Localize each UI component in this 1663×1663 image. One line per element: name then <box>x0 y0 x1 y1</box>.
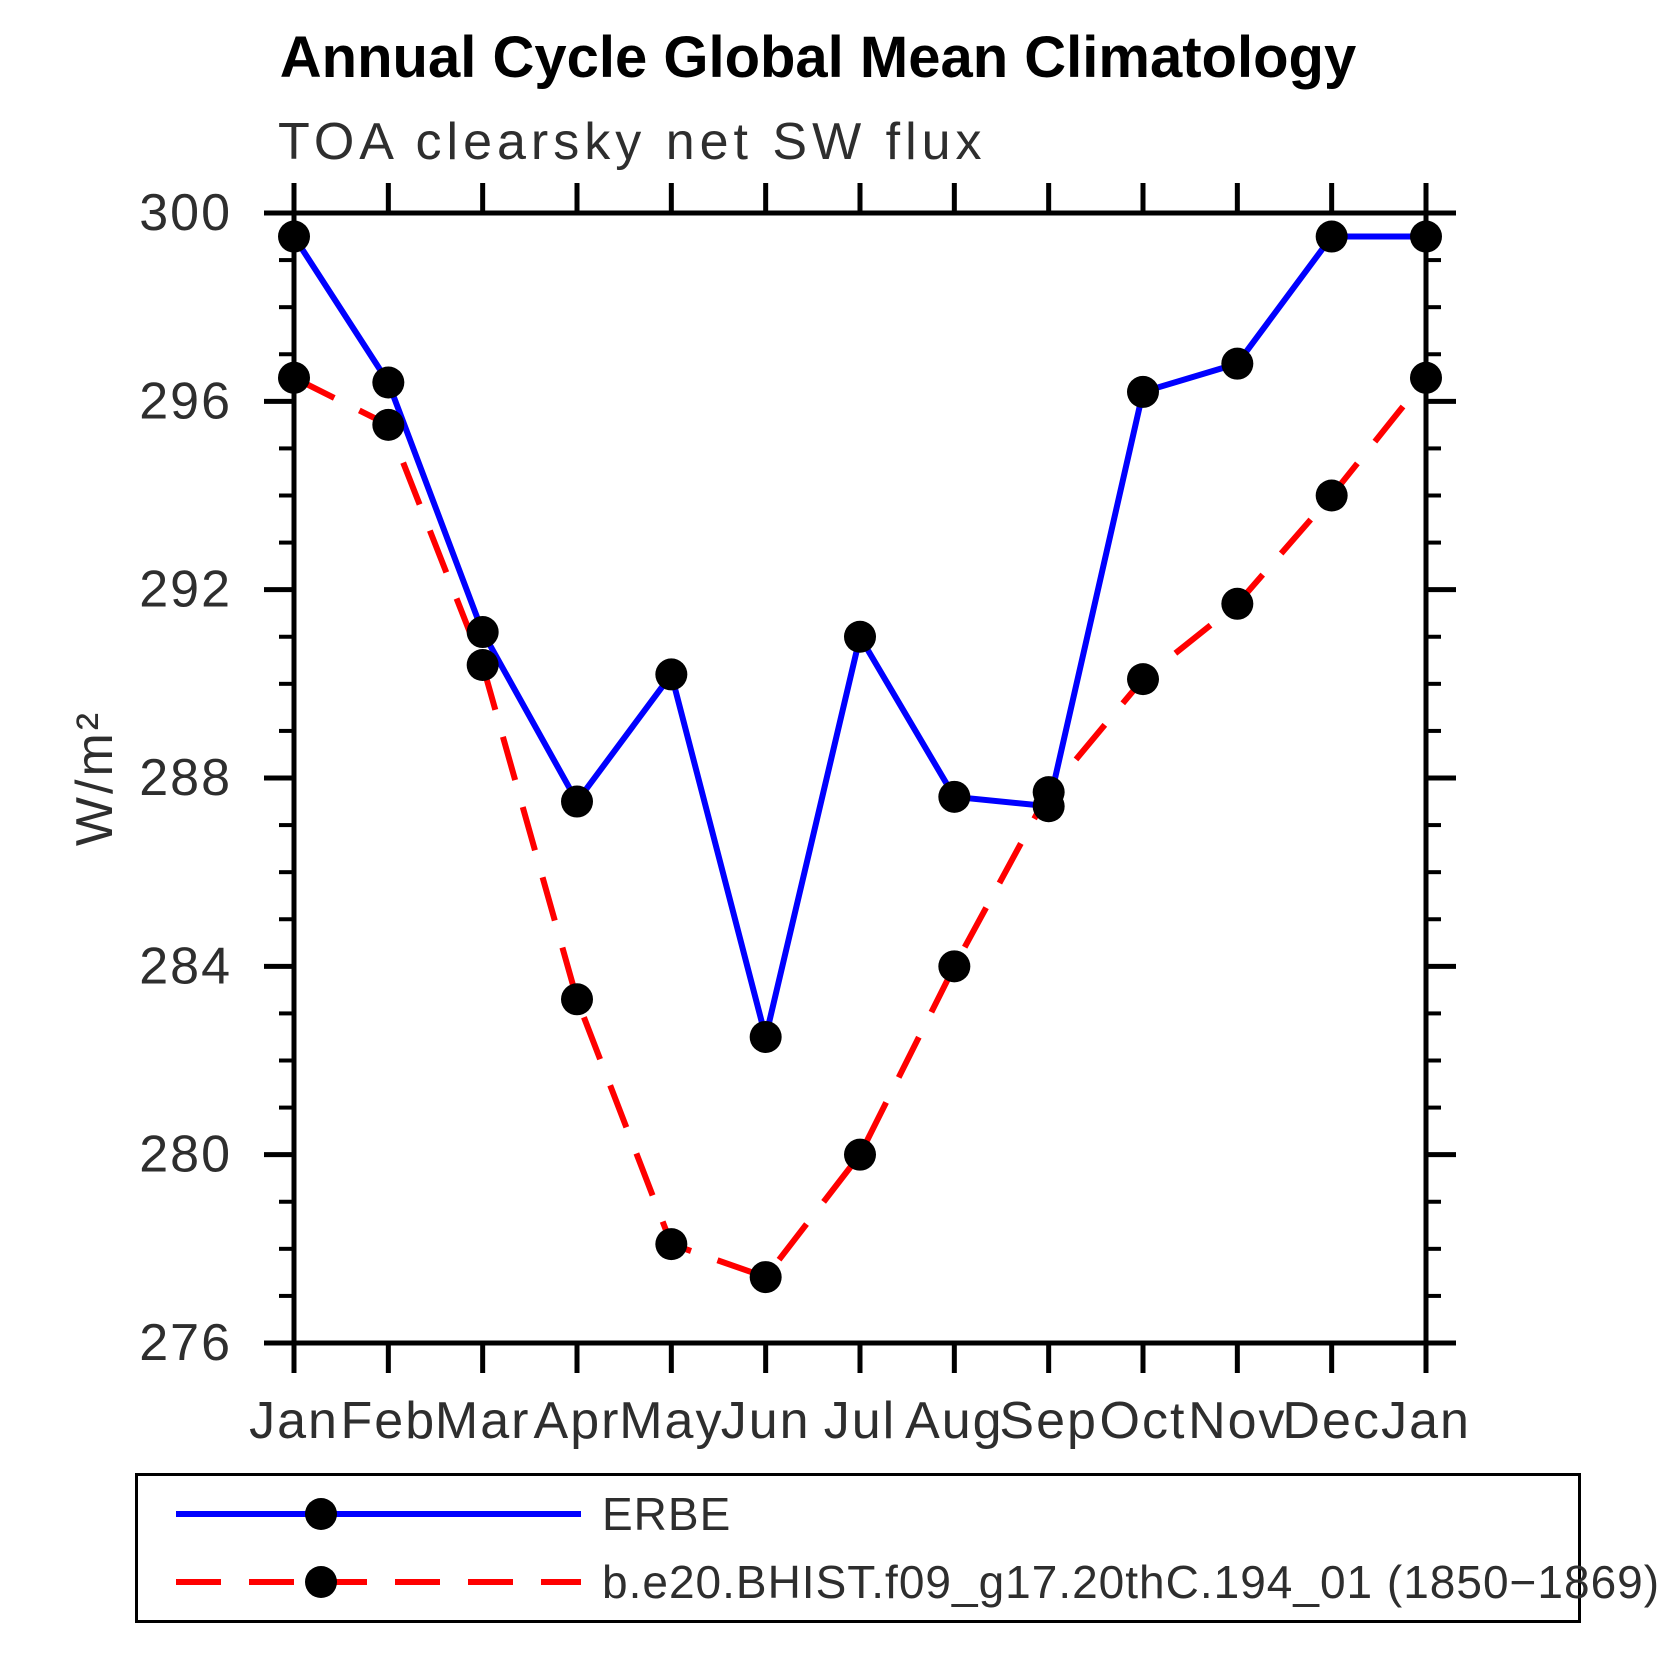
chart-title: Annual Cycle Global Mean Climatology <box>279 25 1357 90</box>
erbe-data-point <box>844 620 876 653</box>
y-tick-label: 292 <box>139 561 232 619</box>
erbe-data-point <box>561 785 593 818</box>
erbe-data-point <box>1127 375 1159 408</box>
legend-row-erbe: ERBE <box>156 1483 1578 1545</box>
y-tick-label: 280 <box>139 1126 232 1184</box>
x-tick-label: Jan <box>249 1392 339 1450</box>
plot-frame <box>291 210 1429 1346</box>
legend-label-erbe: ERBE <box>602 1488 732 1540</box>
erbe-data-point <box>372 366 405 399</box>
erbe-data-point <box>1410 220 1442 253</box>
model-data-point <box>1315 479 1348 512</box>
model-data-point <box>844 1138 876 1171</box>
y-tick-label: 284 <box>139 937 232 995</box>
model-data-point <box>278 361 310 394</box>
x-tick-label: May <box>619 1392 723 1450</box>
y-tick-label: 288 <box>139 749 232 807</box>
x-tick-label: Sep <box>999 1392 1098 1450</box>
erbe-data-point <box>466 616 499 649</box>
erbe-data-point <box>749 1020 782 1053</box>
legend-row-model: b.e20.BHIST.f09_g17.20thC.194_01 (1850−1… <box>156 1551 1659 1613</box>
erbe-data-point <box>1221 347 1254 380</box>
erbe-data-point <box>278 220 310 253</box>
x-tick-label: Mar <box>435 1392 531 1450</box>
y-tick-label: 276 <box>139 1314 232 1372</box>
x-tick-label: Jul <box>824 1392 896 1450</box>
y-tick-label: 296 <box>139 372 232 430</box>
model-data-point <box>749 1261 782 1294</box>
model-data-point <box>938 950 971 983</box>
model-data-point <box>1127 663 1159 696</box>
x-tick-label: Oct <box>1100 1392 1187 1450</box>
erbe-data-point <box>938 780 971 813</box>
model-data-point <box>1032 776 1065 809</box>
legend-sample-erbe-line <box>176 1498 581 1530</box>
model-data-point <box>655 1228 688 1261</box>
x-tick-label: Apr <box>534 1392 621 1450</box>
x-tick-label: Jan <box>1381 1392 1471 1450</box>
x-tick-label: Aug <box>905 1392 1004 1450</box>
erbe-data-point <box>655 658 688 691</box>
legend-marker-sample <box>305 1498 337 1530</box>
legend-marker-sample <box>305 1566 337 1598</box>
model-data-point <box>1221 587 1254 620</box>
x-tick-label: Feb <box>341 1392 437 1450</box>
model-data-point <box>466 649 499 681</box>
model-data-point <box>1410 361 1442 394</box>
x-tick-label: Jun <box>721 1392 811 1450</box>
legend-sample-model-line <box>176 1566 581 1598</box>
model-data-point <box>561 983 593 1016</box>
legend-label-model: b.e20.BHIST.f09_g17.20thC.194_01 (1850−1… <box>602 1556 1661 1608</box>
chart-subtitle: TOA clearsky net SW flux <box>278 113 987 171</box>
erbe-data-point <box>1315 220 1348 253</box>
x-tick-label: Dec <box>1282 1392 1380 1450</box>
model-data-point <box>372 408 405 441</box>
y-tick-label: 300 <box>139 184 232 242</box>
x-tick-label: Nov <box>1188 1392 1286 1450</box>
legend-box: ERBE b.e20.BHIST.f09_g17.20thC.194_01 (1… <box>135 1473 1659 1623</box>
